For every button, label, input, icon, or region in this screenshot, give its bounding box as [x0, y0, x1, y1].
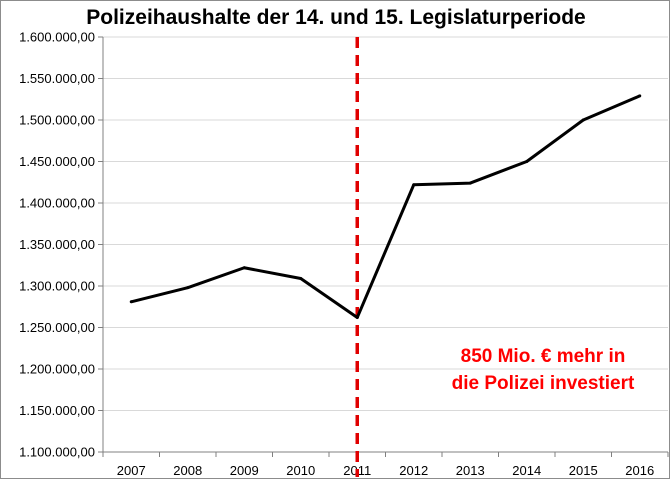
y-tick-label: 1.250.000,00	[19, 320, 95, 335]
annotation-text: 850 Mio. € mehr in	[461, 346, 626, 367]
x-tick-label: 2008	[173, 463, 202, 478]
x-axis-tick-labels: 2007200820092010201120122013201420152016	[117, 463, 654, 478]
y-tick-label: 1.350.000,00	[19, 237, 95, 252]
x-tick-label: 2015	[569, 463, 598, 478]
data-point	[355, 316, 359, 320]
data-point	[638, 94, 642, 98]
chart-title: Polizeihaushalte der 14. und 15. Legisla…	[86, 6, 586, 29]
y-axis-tick-labels: 1.100.000,00 1.150.000,00 1.200.000,00 1.25…	[19, 30, 95, 460]
x-tick-label: 2016	[625, 463, 654, 478]
data-point	[581, 118, 585, 122]
x-tick-label: 2014	[512, 463, 541, 478]
data-point	[242, 266, 246, 270]
x-tick-label: 2010	[286, 463, 315, 478]
y-tick-label: 1.300.000,00	[19, 279, 95, 294]
grid-lines	[98, 36, 668, 453]
axes	[102, 37, 669, 457]
x-tick-label: 2012	[399, 463, 428, 478]
y-tick-label: 1.200.000,00	[19, 362, 95, 377]
annotation-group: 850 Mio. € mehr in die Polizei investiert	[452, 346, 635, 394]
x-tick-label: 2013	[456, 463, 485, 478]
data-point	[299, 277, 303, 281]
y-tick-label: 1.550.000,00	[19, 71, 95, 86]
data-point	[468, 181, 472, 185]
x-tick-label: 2007	[117, 463, 146, 478]
y-tick-label: 1.100.000,00	[19, 445, 95, 460]
data-point	[186, 286, 190, 290]
y-tick-label: 1.150.000,00	[19, 403, 95, 418]
annotation-text: die Polizei investiert	[452, 373, 635, 394]
data-point	[412, 183, 416, 187]
y-tick-label: 1.450.000,00	[19, 154, 95, 169]
y-tick-label: 1.600.000,00	[19, 30, 95, 45]
y-tick-label: 1.500.000,00	[19, 113, 95, 128]
x-tick-label: 2009	[230, 463, 259, 478]
series-group	[129, 94, 642, 320]
y-tick-label: 1.400.000,00	[19, 196, 95, 211]
data-point	[525, 160, 529, 163]
series-line	[130, 94, 641, 320]
data-point	[129, 300, 133, 304]
